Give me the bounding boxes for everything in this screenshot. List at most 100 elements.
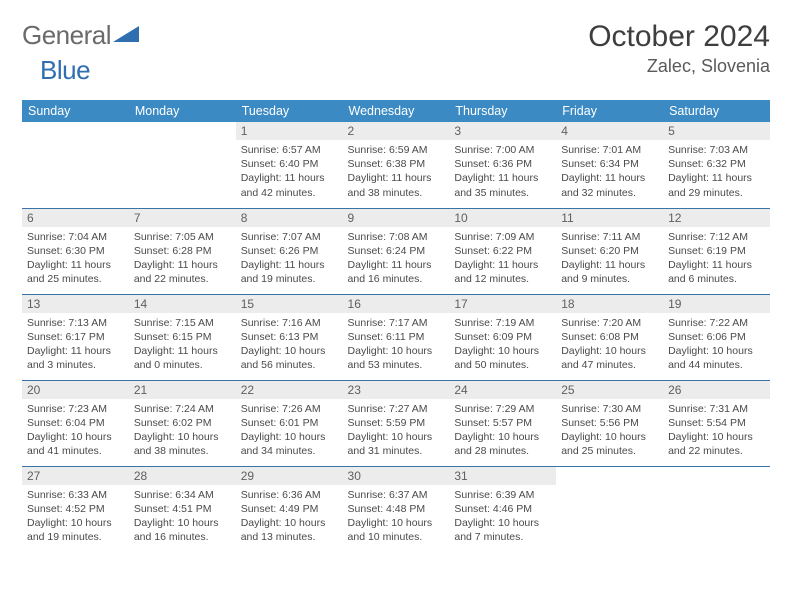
day-number: 9 <box>343 209 450 227</box>
calendar-cell: 5Sunrise: 7:03 AMSunset: 6:32 PMDaylight… <box>663 122 770 208</box>
calendar-cell: 2Sunrise: 6:59 AMSunset: 6:38 PMDaylight… <box>343 122 450 208</box>
title-block: October 2024 Zalec, Slovenia <box>588 20 770 77</box>
calendar-cell <box>22 122 129 208</box>
day-content: Sunrise: 6:39 AMSunset: 4:46 PMDaylight:… <box>449 485 556 549</box>
calendar-row: 6Sunrise: 7:04 AMSunset: 6:30 PMDaylight… <box>22 208 770 294</box>
day-number: 8 <box>236 209 343 227</box>
day-content: Sunrise: 7:01 AMSunset: 6:34 PMDaylight:… <box>556 140 663 204</box>
day-number: 17 <box>449 295 556 313</box>
calendar-cell: 27Sunrise: 6:33 AMSunset: 4:52 PMDayligh… <box>22 466 129 552</box>
day-content: Sunrise: 7:00 AMSunset: 6:36 PMDaylight:… <box>449 140 556 204</box>
calendar-cell: 9Sunrise: 7:08 AMSunset: 6:24 PMDaylight… <box>343 208 450 294</box>
day-number: 21 <box>129 381 236 399</box>
calendar-cell: 16Sunrise: 7:17 AMSunset: 6:11 PMDayligh… <box>343 294 450 380</box>
calendar-cell: 23Sunrise: 7:27 AMSunset: 5:59 PMDayligh… <box>343 380 450 466</box>
day-content: Sunrise: 7:03 AMSunset: 6:32 PMDaylight:… <box>663 140 770 204</box>
day-content: Sunrise: 7:19 AMSunset: 6:09 PMDaylight:… <box>449 313 556 377</box>
calendar-row: 27Sunrise: 6:33 AMSunset: 4:52 PMDayligh… <box>22 466 770 552</box>
calendar-cell: 18Sunrise: 7:20 AMSunset: 6:08 PMDayligh… <box>556 294 663 380</box>
calendar-cell <box>556 466 663 552</box>
day-content: Sunrise: 7:20 AMSunset: 6:08 PMDaylight:… <box>556 313 663 377</box>
day-number: 31 <box>449 467 556 485</box>
day-content: Sunrise: 7:17 AMSunset: 6:11 PMDaylight:… <box>343 313 450 377</box>
day-content: Sunrise: 7:15 AMSunset: 6:15 PMDaylight:… <box>129 313 236 377</box>
day-content: Sunrise: 7:30 AMSunset: 5:56 PMDaylight:… <box>556 399 663 463</box>
calendar-row: 1Sunrise: 6:57 AMSunset: 6:40 PMDaylight… <box>22 122 770 208</box>
calendar-cell: 13Sunrise: 7:13 AMSunset: 6:17 PMDayligh… <box>22 294 129 380</box>
day-number: 27 <box>22 467 129 485</box>
day-content: Sunrise: 7:07 AMSunset: 6:26 PMDaylight:… <box>236 227 343 291</box>
calendar-cell <box>129 122 236 208</box>
weekday-header: Sunday <box>22 100 129 122</box>
calendar-cell <box>663 466 770 552</box>
day-content: Sunrise: 6:37 AMSunset: 4:48 PMDaylight:… <box>343 485 450 549</box>
day-content: Sunrise: 7:11 AMSunset: 6:20 PMDaylight:… <box>556 227 663 291</box>
weekday-header: Monday <box>129 100 236 122</box>
day-content: Sunrise: 7:16 AMSunset: 6:13 PMDaylight:… <box>236 313 343 377</box>
day-content: Sunrise: 7:26 AMSunset: 6:01 PMDaylight:… <box>236 399 343 463</box>
calendar-cell: 26Sunrise: 7:31 AMSunset: 5:54 PMDayligh… <box>663 380 770 466</box>
logo-triangle-icon <box>113 26 139 44</box>
day-number: 13 <box>22 295 129 313</box>
day-number: 20 <box>22 381 129 399</box>
day-content: Sunrise: 7:09 AMSunset: 6:22 PMDaylight:… <box>449 227 556 291</box>
calendar-cell: 3Sunrise: 7:00 AMSunset: 6:36 PMDaylight… <box>449 122 556 208</box>
day-content: Sunrise: 7:13 AMSunset: 6:17 PMDaylight:… <box>22 313 129 377</box>
day-number: 18 <box>556 295 663 313</box>
calendar-cell: 10Sunrise: 7:09 AMSunset: 6:22 PMDayligh… <box>449 208 556 294</box>
weekday-header: Friday <box>556 100 663 122</box>
logo: General <box>22 20 139 51</box>
calendar-cell: 28Sunrise: 6:34 AMSunset: 4:51 PMDayligh… <box>129 466 236 552</box>
day-content: Sunrise: 7:12 AMSunset: 6:19 PMDaylight:… <box>663 227 770 291</box>
calendar-row: 13Sunrise: 7:13 AMSunset: 6:17 PMDayligh… <box>22 294 770 380</box>
calendar-page: General October 2024 Zalec, Slovenia Blu… <box>0 0 792 572</box>
day-number: 7 <box>129 209 236 227</box>
calendar-cell: 21Sunrise: 7:24 AMSunset: 6:02 PMDayligh… <box>129 380 236 466</box>
calendar-cell: 30Sunrise: 6:37 AMSunset: 4:48 PMDayligh… <box>343 466 450 552</box>
day-number: 28 <box>129 467 236 485</box>
day-number: 12 <box>663 209 770 227</box>
calendar-cell: 7Sunrise: 7:05 AMSunset: 6:28 PMDaylight… <box>129 208 236 294</box>
day-number: 1 <box>236 122 343 140</box>
calendar-cell: 29Sunrise: 6:36 AMSunset: 4:49 PMDayligh… <box>236 466 343 552</box>
day-number: 11 <box>556 209 663 227</box>
weekday-header: Wednesday <box>343 100 450 122</box>
day-content: Sunrise: 7:29 AMSunset: 5:57 PMDaylight:… <box>449 399 556 463</box>
day-number: 14 <box>129 295 236 313</box>
day-number: 5 <box>663 122 770 140</box>
day-content: Sunrise: 7:22 AMSunset: 6:06 PMDaylight:… <box>663 313 770 377</box>
day-number: 22 <box>236 381 343 399</box>
calendar-table: Sunday Monday Tuesday Wednesday Thursday… <box>22 100 770 552</box>
calendar-cell: 17Sunrise: 7:19 AMSunset: 6:09 PMDayligh… <box>449 294 556 380</box>
calendar-cell: 12Sunrise: 7:12 AMSunset: 6:19 PMDayligh… <box>663 208 770 294</box>
day-content: Sunrise: 6:34 AMSunset: 4:51 PMDaylight:… <box>129 485 236 549</box>
weekday-header-row: Sunday Monday Tuesday Wednesday Thursday… <box>22 100 770 122</box>
calendar-cell: 1Sunrise: 6:57 AMSunset: 6:40 PMDaylight… <box>236 122 343 208</box>
day-content: Sunrise: 7:04 AMSunset: 6:30 PMDaylight:… <box>22 227 129 291</box>
day-content: Sunrise: 7:31 AMSunset: 5:54 PMDaylight:… <box>663 399 770 463</box>
page-title: October 2024 <box>588 20 770 54</box>
calendar-cell: 14Sunrise: 7:15 AMSunset: 6:15 PMDayligh… <box>129 294 236 380</box>
day-number: 30 <box>343 467 450 485</box>
day-number: 23 <box>343 381 450 399</box>
location-label: Zalec, Slovenia <box>588 56 770 77</box>
logo-text-general: General <box>22 20 111 51</box>
calendar-row: 20Sunrise: 7:23 AMSunset: 6:04 PMDayligh… <box>22 380 770 466</box>
day-number: 4 <box>556 122 663 140</box>
weekday-header: Tuesday <box>236 100 343 122</box>
calendar-cell: 22Sunrise: 7:26 AMSunset: 6:01 PMDayligh… <box>236 380 343 466</box>
day-content: Sunrise: 7:27 AMSunset: 5:59 PMDaylight:… <box>343 399 450 463</box>
day-content: Sunrise: 6:59 AMSunset: 6:38 PMDaylight:… <box>343 140 450 204</box>
calendar-cell: 19Sunrise: 7:22 AMSunset: 6:06 PMDayligh… <box>663 294 770 380</box>
calendar-cell: 24Sunrise: 7:29 AMSunset: 5:57 PMDayligh… <box>449 380 556 466</box>
day-number: 3 <box>449 122 556 140</box>
calendar-cell: 25Sunrise: 7:30 AMSunset: 5:56 PMDayligh… <box>556 380 663 466</box>
day-number: 26 <box>663 381 770 399</box>
weekday-header: Thursday <box>449 100 556 122</box>
day-content: Sunrise: 6:36 AMSunset: 4:49 PMDaylight:… <box>236 485 343 549</box>
day-number: 6 <box>22 209 129 227</box>
day-number: 29 <box>236 467 343 485</box>
day-number: 16 <box>343 295 450 313</box>
calendar-cell: 20Sunrise: 7:23 AMSunset: 6:04 PMDayligh… <box>22 380 129 466</box>
day-number: 24 <box>449 381 556 399</box>
